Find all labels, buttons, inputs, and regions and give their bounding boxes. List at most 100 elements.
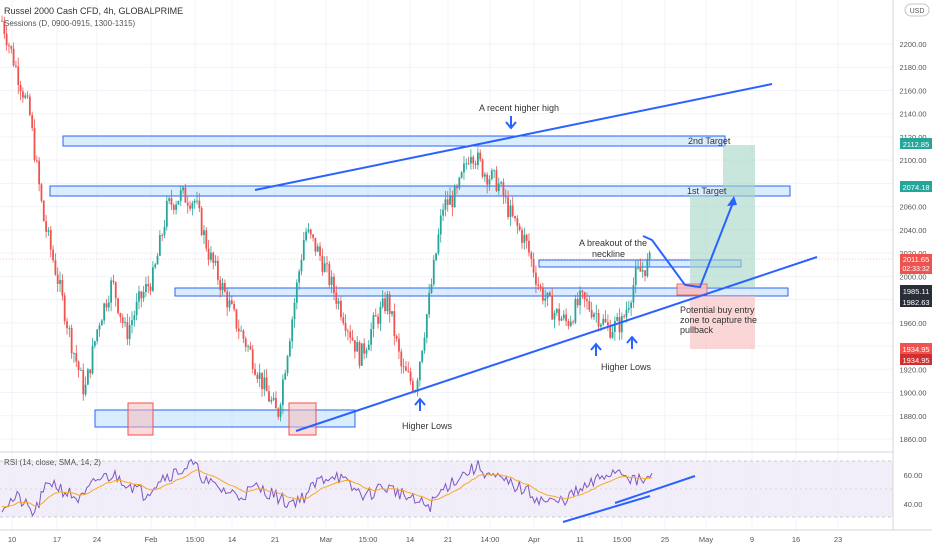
candle-body [481, 159, 484, 177]
candle-body [465, 163, 468, 165]
candle-body [586, 299, 588, 302]
candle-body [221, 283, 224, 291]
candle-body [453, 186, 456, 208]
candle-body [86, 369, 89, 385]
candle-body [637, 267, 639, 269]
candle-body [107, 302, 110, 308]
candle-body [28, 96, 31, 115]
candle-body [330, 276, 333, 286]
candle-body [286, 356, 289, 374]
time-tick-label: 15:00 [186, 535, 205, 544]
price-tick-label: 2100.00 [899, 156, 926, 165]
candle-body [579, 290, 581, 306]
candle-body [402, 366, 405, 368]
candle-body [240, 330, 243, 332]
candle-body [530, 252, 533, 260]
candle-body [96, 329, 99, 342]
candle-body [432, 260, 435, 285]
rsi-indicator-label[interactable]: RSI (14, close, SMA, 14, 2) [4, 458, 101, 467]
lower-trendline[interactable] [295, 256, 818, 432]
candle-body [483, 174, 486, 177]
chart-title[interactable]: Russel 2000 Cash CFD, 4h, GLOBALPRIME [4, 6, 183, 16]
candle-body [147, 284, 150, 287]
candle-body [495, 170, 498, 192]
candle-body [458, 177, 461, 189]
candle-body [646, 259, 649, 277]
candle-body [100, 320, 103, 326]
candle-body [507, 197, 509, 218]
candle-body [10, 46, 13, 49]
price-tick-label: 2120.00 [899, 133, 926, 142]
candle-body [523, 234, 526, 243]
candle-body [602, 318, 605, 325]
currency-badge-text: USD [910, 8, 925, 15]
candle-body [553, 312, 556, 320]
projected-path-arrowhead [727, 196, 737, 206]
candle-body [251, 349, 254, 370]
candle-body [172, 204, 175, 210]
candle-body [284, 373, 287, 380]
candle-body [112, 280, 115, 283]
candle-body [474, 163, 477, 166]
candle-body [184, 187, 187, 203]
candle-body [35, 159, 38, 161]
time-tick-label: 25 [661, 535, 669, 544]
time-tick-label: 24 [93, 535, 101, 544]
time-axis-ticks[interactable]: 10 17 24 Feb 15:00 14 21 Mar 15:00 14 21 14:00 Apr 11… [8, 535, 842, 544]
rsi-trendline-lower [562, 495, 651, 523]
breakout-label-line1: A breakout of the [579, 238, 647, 248]
candle-body [254, 369, 256, 375]
first-target-zone[interactable] [49, 185, 791, 197]
candle-body [19, 84, 22, 92]
candle-body [446, 199, 449, 205]
candle-body [333, 276, 335, 293]
entry-zone[interactable] [174, 287, 789, 297]
svg-text:1982.63: 1982.63 [902, 298, 929, 307]
candle-body [423, 337, 426, 351]
candle-body [525, 234, 528, 241]
higher-lows-label-right: Higher Lows [601, 362, 652, 372]
candle-body [470, 156, 472, 164]
currency-badge[interactable] [904, 3, 930, 17]
candle-body [219, 279, 222, 291]
candle-body [572, 321, 574, 323]
time-tick-label: Mar [320, 535, 333, 544]
candle-body [562, 314, 565, 319]
candle-body [52, 249, 54, 261]
candle-body [630, 302, 633, 308]
candle-body [384, 298, 386, 312]
candle-body [351, 337, 354, 341]
candle-body [532, 259, 535, 273]
candle-body [535, 272, 537, 285]
higher-high-label: A recent higher high [479, 103, 559, 113]
candle-body [228, 300, 231, 308]
low-marker-2 [288, 402, 317, 436]
sessions-indicator[interactable]: Sessions (D, 0900-0915, 1300-1315) [4, 19, 136, 28]
candle-body [198, 200, 201, 209]
stop-area-2 [723, 296, 755, 349]
higher-high-arrow [505, 116, 517, 130]
candle-body [288, 341, 291, 357]
candle-body [588, 301, 591, 310]
candle-body [216, 260, 219, 280]
candle-body [131, 320, 133, 326]
upper-trendline[interactable] [254, 83, 773, 191]
candle-body [567, 321, 570, 326]
price-tick-label: 2200.00 [899, 40, 926, 49]
second-target-zone[interactable] [62, 135, 726, 147]
candle-body [593, 313, 595, 318]
candle-body [272, 397, 275, 400]
candle-body [595, 313, 598, 314]
candle-body [1, 20, 3, 22]
candle-body [363, 343, 366, 354]
candle-body [476, 152, 479, 166]
buy-zone-label: Potential buy entry zone to capture the … [680, 305, 760, 335]
candle-body [386, 294, 389, 312]
rsi-tick-label: 60.00 [904, 471, 923, 480]
price-tick-label: 2180.00 [899, 63, 926, 72]
candle-body [110, 280, 113, 303]
higher-lows-arrow-left [414, 397, 426, 411]
candle-body [33, 127, 36, 160]
candle-body [409, 371, 412, 382]
candle-body [634, 267, 637, 286]
